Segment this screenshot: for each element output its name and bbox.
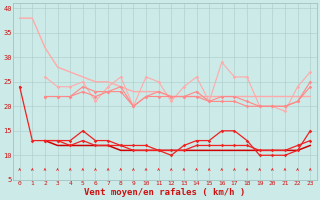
X-axis label: Vent moyen/en rafales ( km/h ): Vent moyen/en rafales ( km/h ) [84,188,245,197]
